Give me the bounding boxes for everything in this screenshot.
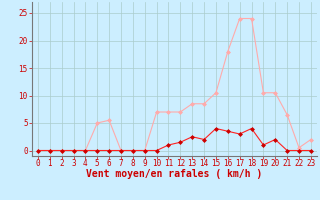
X-axis label: Vent moyen/en rafales ( km/h ): Vent moyen/en rafales ( km/h ): [86, 169, 262, 179]
